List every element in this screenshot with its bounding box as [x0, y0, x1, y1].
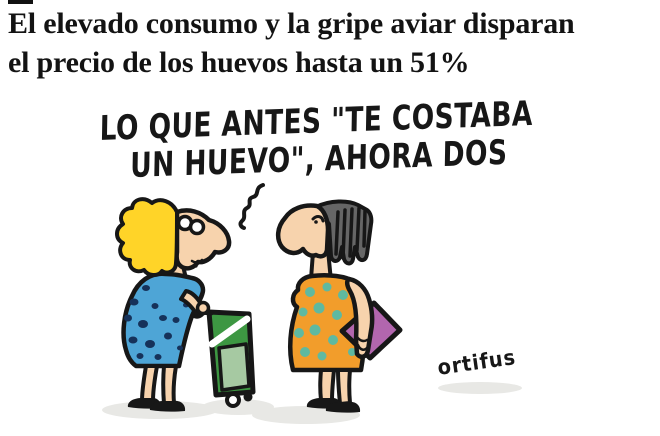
speech-text: LO QUE ANTES "TE COSTABA UN HUEVO", AHOR… — [99, 94, 533, 186]
left-woman-mouth — [190, 258, 204, 264]
signature-shadow — [438, 382, 522, 394]
headline-line-2: el precio de los huevos hasta un 51% — [8, 46, 470, 79]
left-woman-hair — [115, 197, 179, 277]
print-registration-mark — [8, 0, 33, 4]
right-woman-leg — [318, 368, 336, 402]
left-woman-leg — [140, 364, 159, 403]
right-woman-shoe — [325, 401, 361, 413]
trolley-shadow — [202, 399, 274, 415]
headline-line-1: El elevado consumo y la gripe aviar disp… — [8, 7, 575, 40]
left-woman-shoe — [149, 400, 186, 412]
left-woman-leg — [161, 364, 178, 406]
right-woman-fingers — [356, 343, 369, 351]
trolley-wheel-rear — [243, 392, 253, 402]
left-woman-dress-spots — [124, 285, 189, 360]
trolley-fold-highlight — [208, 315, 251, 348]
right-woman-arm — [344, 276, 375, 359]
right-woman-fingers — [355, 335, 369, 343]
right-woman-leg — [336, 368, 352, 406]
right-woman-face — [275, 203, 331, 259]
trolley-panel — [217, 342, 251, 392]
left-woman — [115, 197, 232, 412]
right-woman-dress-dots — [294, 282, 356, 361]
right-woman-hair-strands — [334, 206, 367, 260]
headline: El elevado consumo y la gripe aviar disp… — [8, 4, 660, 82]
right-woman-eye — [311, 215, 325, 223]
left-woman-glasses-lens — [188, 218, 206, 236]
speech-squiggle-icon — [238, 183, 265, 230]
right-woman-eye-dot — [314, 220, 318, 224]
shopping-trolley-icon — [188, 301, 256, 408]
left-woman-lip-dot — [194, 264, 198, 268]
left-woman-hand — [195, 300, 211, 316]
trolley-wheel — [225, 392, 241, 408]
right-woman — [275, 199, 403, 413]
